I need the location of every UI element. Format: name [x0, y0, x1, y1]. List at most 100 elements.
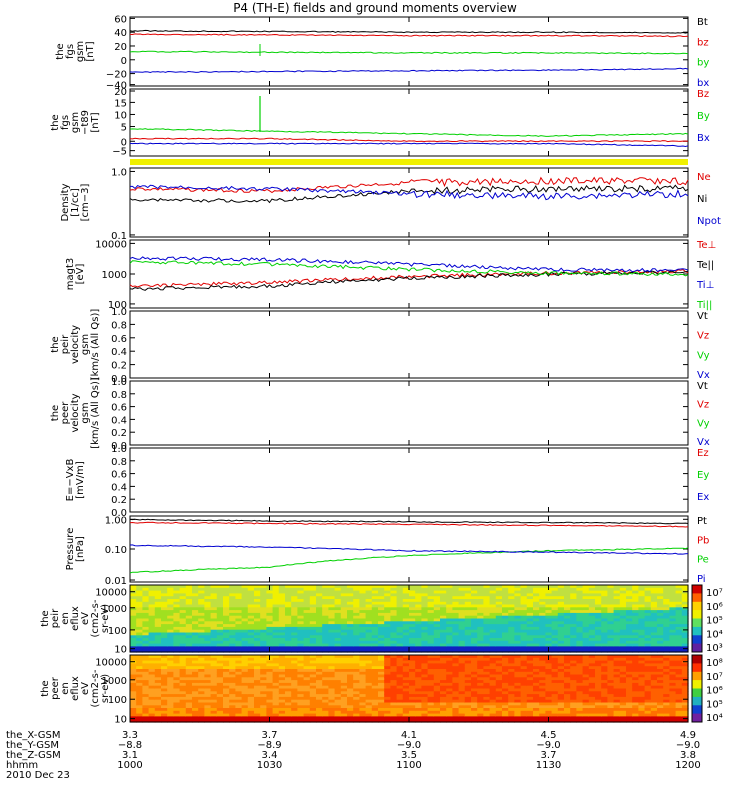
spectrogram-cell — [260, 599, 267, 603]
spectrogram-cell — [247, 671, 255, 676]
series-line-pe — [129, 547, 689, 574]
spectrogram-cell — [576, 632, 584, 636]
spectrogram-cell — [458, 696, 466, 701]
spectrogram-cell — [359, 618, 367, 622]
spectrogram-cell — [508, 612, 515, 617]
spectrogram-cell — [291, 655, 298, 659]
spectrogram-cell — [185, 599, 193, 603]
spectrogram-cell — [278, 713, 286, 717]
spectrogram-cell — [216, 587, 224, 592]
spectrogram-cell — [291, 705, 298, 709]
spectrogram-cell — [278, 649, 286, 653]
spectrogram-cell — [514, 674, 522, 678]
spectrogram-cell — [371, 657, 379, 662]
spectrogram-cell — [167, 596, 174, 600]
spectrogram-cell — [402, 705, 410, 709]
spectrogram-cell — [303, 646, 311, 650]
spectrogram-cell — [433, 604, 441, 608]
y-tick-label: 10 — [114, 715, 127, 726]
spectrogram-cell — [291, 632, 298, 636]
spectrogram-cell — [340, 702, 348, 706]
spectrogram-cell — [340, 710, 348, 715]
spectrogram-cell — [347, 599, 354, 603]
spectrogram-cell — [384, 663, 391, 667]
spectrogram-cell — [477, 640, 484, 645]
spectrogram-cell — [514, 593, 522, 597]
spectrogram-cell — [632, 688, 639, 692]
y-axis-label: [1/cc] — [70, 188, 81, 217]
spectrogram-cell — [421, 615, 429, 620]
spectrogram-cell — [526, 663, 534, 667]
spectrogram-cell — [365, 696, 373, 701]
spectrogram-cell — [632, 669, 639, 673]
spectrogram-cell — [278, 643, 286, 647]
spectrogram-cell — [254, 618, 261, 622]
spectrogram-cell — [539, 646, 546, 650]
spectrogram-cell — [650, 663, 658, 667]
spectrogram-cell — [334, 612, 342, 617]
spectrogram-cell — [247, 716, 255, 720]
spectrogram-cell — [657, 702, 664, 706]
spectrogram-cell — [136, 604, 143, 608]
spectrogram-cell — [427, 705, 435, 709]
spectrogram-cell — [458, 621, 466, 625]
spectrogram-cell — [433, 596, 441, 600]
spectrogram-cell — [409, 629, 416, 634]
spectrogram-cell — [161, 671, 168, 676]
spectrogram-cell — [644, 657, 652, 662]
y-tick-label: 0.01 — [105, 576, 127, 587]
spectrogram-cell — [210, 682, 218, 687]
spectrogram-cell — [458, 629, 466, 634]
spectrogram-cell — [303, 682, 311, 687]
spectrogram-cell — [477, 621, 484, 625]
spectrogram-cell — [384, 666, 391, 670]
spectrogram-cell — [365, 599, 373, 603]
spectrogram-cell — [539, 688, 546, 692]
spectrogram-cell — [471, 674, 478, 678]
spectrogram-cell — [508, 621, 515, 625]
spectrogram-cell — [303, 593, 311, 597]
spectrogram-cell — [663, 708, 670, 712]
spectrogram-cell — [607, 680, 615, 684]
spectrogram-cell — [644, 638, 652, 642]
spectrogram-cell — [247, 629, 255, 634]
spectrogram-cell — [508, 677, 515, 681]
spectrogram-cell — [130, 696, 137, 701]
spectrogram-cell — [210, 674, 218, 678]
y-tick-label: 1000 — [102, 270, 127, 281]
spectrogram-cell — [142, 666, 150, 670]
spectrogram-cell — [471, 666, 478, 670]
spectrogram-cell — [148, 618, 156, 622]
spectrogram-cell — [309, 640, 317, 645]
spectrogram-cell — [216, 708, 224, 712]
spectrogram-cell — [545, 669, 553, 673]
spectrogram-cell — [564, 618, 571, 622]
spectrogram-cell — [427, 596, 435, 600]
spectrogram-cell — [254, 710, 261, 715]
spectrogram-cell — [471, 587, 478, 592]
spectrogram-cell — [340, 629, 348, 634]
spectrogram-cell — [619, 607, 627, 611]
spectrogram-cell — [402, 716, 410, 720]
spectrogram-cell — [340, 618, 348, 622]
spectrogram-cell — [477, 604, 484, 608]
spectrogram-cell — [471, 705, 478, 709]
spectrogram-cell — [347, 649, 354, 653]
spectrogram-cell — [130, 669, 137, 673]
x-axis-value: 1000 — [117, 760, 142, 771]
spectrogram-cell — [309, 615, 317, 620]
spectrogram-cell — [632, 638, 639, 642]
spectrogram-cell — [483, 638, 491, 642]
spectrogram-cell — [464, 615, 472, 620]
spectrogram-cell — [353, 632, 360, 636]
spectrogram-cell — [309, 682, 317, 687]
spectrogram-cell — [607, 626, 615, 631]
spectrogram-cell — [514, 657, 522, 662]
spectrogram-cell — [396, 593, 404, 597]
spectrogram-cell — [167, 708, 174, 712]
spectrogram-cell — [223, 610, 230, 614]
spectrogram-cell — [446, 649, 453, 653]
spectrogram-cell — [316, 599, 323, 603]
spectrogram-cell — [216, 607, 224, 611]
